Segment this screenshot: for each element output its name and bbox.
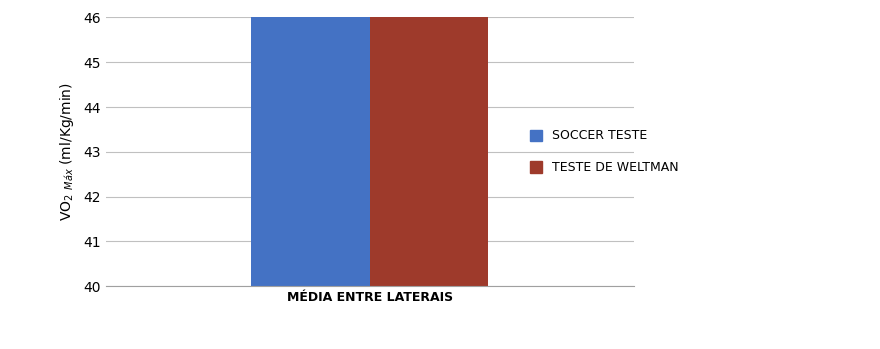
- Y-axis label: VO$_{2}$ $_{Máx}$ (ml/Kg/min): VO$_{2}$ $_{Máx}$ (ml/Kg/min): [58, 82, 77, 221]
- Legend: SOCCER TESTE, TESTE DE WELTMAN: SOCCER TESTE, TESTE DE WELTMAN: [524, 123, 686, 180]
- Bar: [370, 0, 488, 286]
- Bar: [251, 0, 370, 286]
